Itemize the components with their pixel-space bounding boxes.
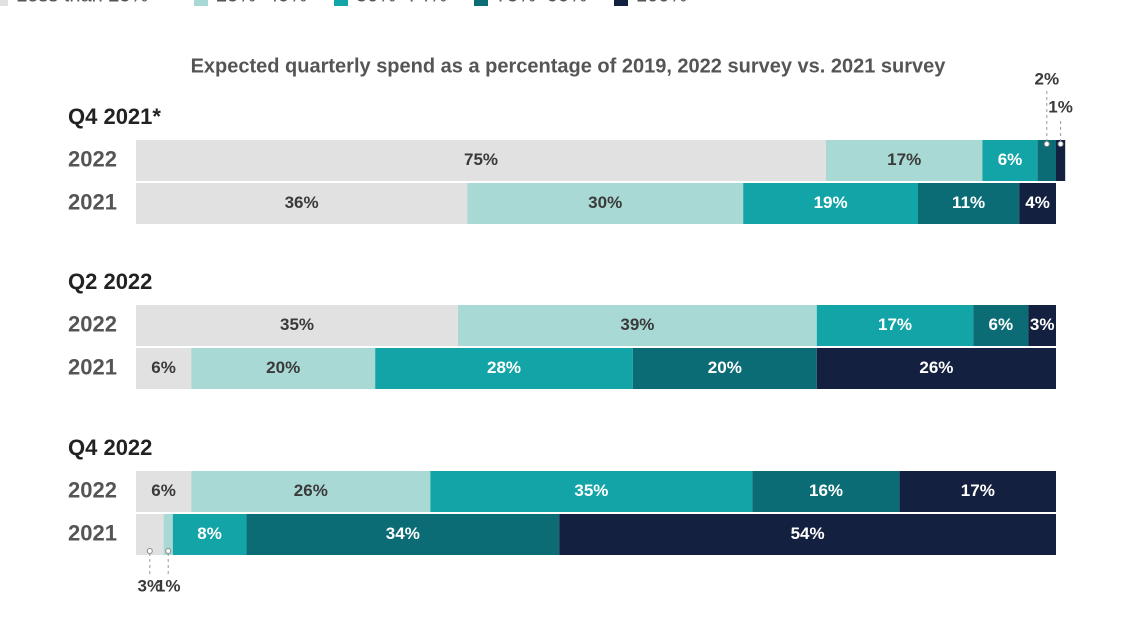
bar-segment — [899, 471, 1056, 512]
leader-dot — [165, 548, 172, 554]
legend-label: 100% — [636, 0, 687, 6]
legend-label: 50%–74% — [356, 0, 447, 6]
bar-segment — [632, 348, 817, 389]
value-label: 26% — [919, 358, 953, 377]
value-label: 17% — [878, 315, 912, 334]
value-label: 36% — [285, 193, 319, 212]
bar-label: 2022 — [68, 311, 117, 336]
group-label: Q4 2022 — [68, 435, 152, 460]
value-label: 30% — [588, 193, 622, 212]
value-label: 6% — [998, 150, 1023, 169]
bar-segment — [163, 514, 173, 555]
value-label: 2% — [1035, 69, 1060, 88]
bar-segment — [246, 514, 560, 555]
value-label: 11% — [952, 193, 985, 212]
bar-label: 2022 — [68, 477, 117, 502]
bar-segment — [826, 140, 983, 181]
group-label: Q2 2022 — [68, 269, 152, 294]
bar-segment — [1037, 140, 1056, 181]
bar-segment — [136, 305, 458, 346]
bar-segment — [973, 305, 1029, 346]
value-label: 3% — [138, 576, 163, 595]
value-label: 6% — [151, 481, 176, 500]
leader-dot — [146, 548, 153, 554]
value-label: 1% — [156, 576, 181, 595]
legend-label: Less than 25% — [16, 0, 149, 6]
value-label: 6% — [989, 315, 1014, 334]
bar-segment — [743, 183, 918, 224]
bar-label: 2021 — [68, 189, 117, 214]
legend-label: 75%–99% — [496, 0, 587, 6]
bar-segment — [191, 348, 376, 389]
bar-segment — [375, 348, 633, 389]
bar-segment — [191, 471, 431, 512]
value-label: 17% — [961, 481, 995, 500]
bar-segment — [918, 183, 1020, 224]
bar-label: 2022 — [68, 146, 117, 171]
legend-label: 25%–49% — [216, 0, 307, 6]
value-label: 1% — [1048, 97, 1073, 116]
bar-segment — [559, 514, 1056, 555]
value-label: 35% — [280, 315, 314, 334]
legend-swatch — [474, 0, 488, 6]
bar-segment — [430, 471, 753, 512]
bar-segment — [982, 140, 1038, 181]
bar-label: 2021 — [68, 520, 117, 545]
value-label: 6% — [151, 358, 176, 377]
leader-dot — [1057, 141, 1064, 147]
bar-label: 2021 — [68, 354, 117, 379]
leader-dot — [1043, 141, 1050, 147]
value-label: 26% — [294, 481, 328, 500]
value-label: 75% — [464, 150, 498, 169]
bar-segment — [136, 140, 826, 181]
bar-segment — [816, 348, 1056, 389]
bar-segment — [1056, 140, 1066, 181]
value-label: 35% — [574, 481, 608, 500]
bar-segment — [816, 305, 974, 346]
value-label: 20% — [266, 358, 300, 377]
value-label: 3% — [1030, 315, 1055, 334]
bar-segment — [172, 514, 247, 555]
value-label: 4% — [1025, 193, 1050, 212]
bar-segment — [136, 471, 192, 512]
bar-segment — [1028, 305, 1056, 346]
value-label: 39% — [620, 315, 654, 334]
legend-swatch — [334, 0, 348, 6]
value-label: 8% — [197, 524, 222, 543]
bar-segment — [467, 183, 744, 224]
chart-title: Expected quarterly spend as a percentage… — [191, 55, 947, 77]
bar-segment — [752, 471, 900, 512]
bar-segment — [1019, 183, 1056, 224]
bar-segment — [136, 348, 192, 389]
value-label: 28% — [487, 358, 521, 377]
value-label: 20% — [708, 358, 742, 377]
group-label: Q4 2021* — [68, 104, 161, 129]
legend-swatch — [0, 0, 8, 6]
value-label: 16% — [809, 481, 843, 500]
value-label: 54% — [791, 524, 825, 543]
legend-swatch — [194, 0, 208, 6]
value-label: 34% — [386, 524, 420, 543]
bar-segment — [136, 183, 468, 224]
bar-segment — [458, 305, 817, 346]
value-label: 19% — [814, 193, 848, 212]
value-label: 17% — [887, 150, 921, 169]
legend-swatch — [614, 0, 628, 6]
